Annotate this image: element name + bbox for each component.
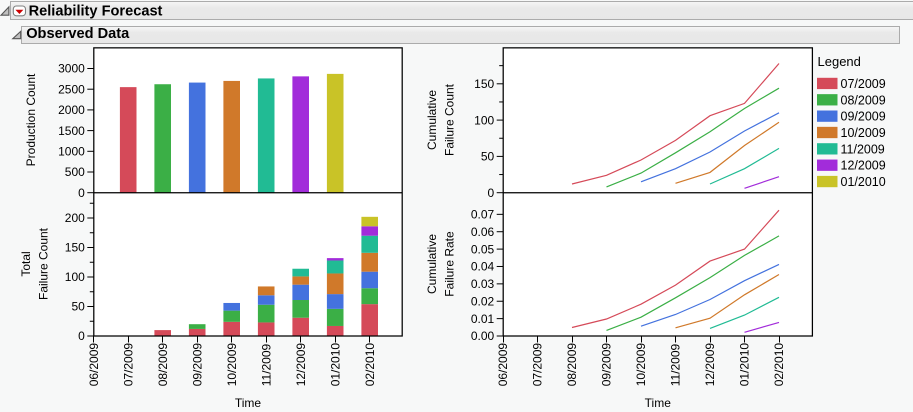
svg-text:07/2009: 07/2009 <box>841 77 886 91</box>
svg-text:10/2009: 10/2009 <box>634 343 648 387</box>
svg-text:0.05: 0.05 <box>471 242 495 256</box>
svg-text:0.03: 0.03 <box>471 277 495 291</box>
svg-text:Total: Total <box>19 251 33 276</box>
svg-text:0.06: 0.06 <box>471 225 495 239</box>
svg-text:06/2009: 06/2009 <box>87 343 101 387</box>
svg-text:50: 50 <box>71 300 85 314</box>
svg-text:Cumulative: Cumulative <box>425 234 439 294</box>
svg-text:01/2010: 01/2010 <box>328 343 342 387</box>
svg-text:0: 0 <box>78 329 85 343</box>
svg-text:100: 100 <box>65 270 85 284</box>
svg-text:200: 200 <box>65 211 85 225</box>
svg-text:12/2009: 12/2009 <box>294 343 308 387</box>
svg-text:500: 500 <box>65 165 85 179</box>
svg-text:08/2009: 08/2009 <box>156 343 170 387</box>
svg-text:09/2009: 09/2009 <box>841 110 886 124</box>
svg-text:Legend: Legend <box>818 54 861 69</box>
svg-text:1500: 1500 <box>58 124 85 138</box>
svg-text:02/2010: 02/2010 <box>772 343 786 387</box>
svg-text:Time: Time <box>235 396 262 410</box>
svg-text:01/2010: 01/2010 <box>738 343 752 387</box>
svg-text:10/2009: 10/2009 <box>841 126 886 140</box>
svg-text:2500: 2500 <box>58 82 85 96</box>
svg-text:1000: 1000 <box>58 145 85 159</box>
svg-text:0.02: 0.02 <box>471 294 495 308</box>
svg-text:01/2010: 01/2010 <box>841 175 886 189</box>
svg-text:0.00: 0.00 <box>471 329 495 343</box>
svg-text:0.07: 0.07 <box>471 208 495 222</box>
svg-text:2000: 2000 <box>58 103 85 117</box>
svg-text:Failure Rate: Failure Rate <box>443 231 457 297</box>
svg-text:0: 0 <box>488 186 495 200</box>
svg-text:09/2009: 09/2009 <box>190 343 204 387</box>
svg-text:Observed Data: Observed Data <box>26 26 130 42</box>
svg-text:12/2009: 12/2009 <box>841 159 886 173</box>
svg-text:11/2009: 11/2009 <box>259 343 273 386</box>
svg-text:08/2009: 08/2009 <box>565 343 579 387</box>
svg-text:12/2009: 12/2009 <box>703 343 717 387</box>
svg-text:02/2010: 02/2010 <box>363 343 377 387</box>
svg-text:10/2009: 10/2009 <box>225 343 239 387</box>
svg-text:11/2009: 11/2009 <box>669 343 683 386</box>
svg-text:09/2009: 09/2009 <box>600 343 614 387</box>
svg-text:08/2009: 08/2009 <box>841 93 886 107</box>
svg-text:Reliability Forecast: Reliability Forecast <box>29 4 163 20</box>
svg-text:07/2009: 07/2009 <box>531 343 545 387</box>
svg-text:07/2009: 07/2009 <box>121 343 135 387</box>
svg-text:Time: Time <box>645 396 672 410</box>
svg-text:0.01: 0.01 <box>471 312 495 326</box>
svg-text:0.04: 0.04 <box>471 260 495 274</box>
svg-text:150: 150 <box>65 241 85 255</box>
svg-text:50: 50 <box>481 150 495 164</box>
svg-text:3000: 3000 <box>58 62 85 76</box>
svg-text:100: 100 <box>474 113 494 127</box>
svg-text:Failure Count: Failure Count <box>443 83 457 156</box>
svg-text:06/2009: 06/2009 <box>496 343 510 387</box>
svg-text:11/2009: 11/2009 <box>841 142 885 156</box>
svg-text:Failure Count: Failure Count <box>37 227 51 300</box>
svg-text:0: 0 <box>78 186 85 200</box>
svg-text:Production Count: Production Count <box>24 73 38 166</box>
svg-text:Cumulative: Cumulative <box>425 90 439 150</box>
svg-text:150: 150 <box>474 77 494 91</box>
